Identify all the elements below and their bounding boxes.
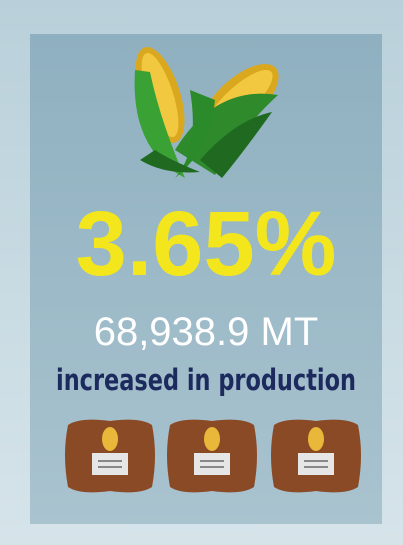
sack: [65, 419, 155, 493]
corn-illustration: [134, 47, 279, 178]
sack: [271, 419, 361, 493]
stat-percent: 3.65%: [76, 193, 337, 295]
amount: 68,938.9 MT: [94, 310, 319, 354]
sack: [167, 419, 257, 493]
sack-icons: [65, 419, 361, 493]
caption: increased in production: [56, 363, 356, 397]
